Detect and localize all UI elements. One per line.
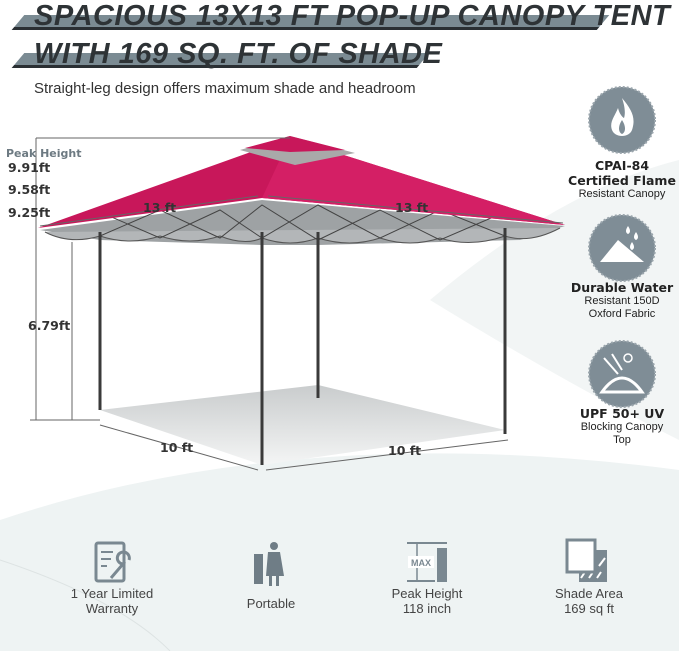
feature-label: 169 sq ft xyxy=(564,601,614,616)
feature-label: 1 Year Limited xyxy=(70,586,154,601)
feature-title: Durable Water xyxy=(570,280,674,295)
feature-label: Warranty xyxy=(85,601,139,616)
feature-subtitle: Top xyxy=(613,434,631,446)
feature-title: Certified Flame xyxy=(568,173,676,188)
feature-label: Peak Height xyxy=(391,586,463,601)
feature-title: CPAI-84 xyxy=(594,158,650,173)
feature-subtitle: Resistant Canopy xyxy=(578,188,666,200)
bottom-feature-shade-area: Shade Area 169 sq ft xyxy=(524,586,654,616)
canopy-tent-illustration xyxy=(30,136,565,471)
peak-height-label: Peak Height xyxy=(6,147,82,160)
headline-text: WITH 169 SQ. FT. OF SHADE xyxy=(34,38,443,70)
flame-icon xyxy=(588,86,656,154)
max-height-icon: MAX xyxy=(407,542,447,582)
water-drop-icon xyxy=(588,214,656,282)
feature-title: UPF 50+ UV xyxy=(579,406,665,421)
dim-peak: 9.91ft xyxy=(8,160,51,175)
feature-subtitle: Blocking Canopy xyxy=(580,421,664,433)
uv-shield-icon xyxy=(588,340,656,408)
feature-uv-blocking: UPF 50+ UV Blocking Canopy Top xyxy=(566,406,678,447)
bottom-feature-warranty: 1 Year Limited Warranty xyxy=(47,586,177,616)
portable-icon xyxy=(254,542,284,586)
feature-subtitle: Resistant 150D xyxy=(584,295,660,307)
dim-canopy-right: 13 ft xyxy=(395,200,429,215)
feature-label: Shade Area xyxy=(555,586,623,601)
warranty-icon xyxy=(94,541,131,583)
dim-base-right: 10 ft xyxy=(388,443,422,458)
headline-line-2: WITH 169 SQ. FT. OF SHADE xyxy=(11,38,443,70)
bottom-feature-peak-height: Peak Height 118 inch xyxy=(362,586,492,616)
feature-flame-resistant: CPAI-84 Certified Flame Resistant Canopy xyxy=(566,158,678,201)
feature-subtitle: Oxford Fabric xyxy=(588,308,656,320)
feature-water-resistant: Durable Water Resistant 150D Oxford Fabr… xyxy=(566,280,678,321)
dim-mid: 9.58ft xyxy=(8,182,51,197)
dim-low: 9.25ft xyxy=(8,205,51,220)
feature-label: 118 inch xyxy=(402,601,452,616)
headline-line-1: SPACIOUS 13X13 FT POP-UP CANOPY TENT xyxy=(11,0,671,32)
shade-area-icon xyxy=(565,538,607,582)
dim-base-left: 10 ft xyxy=(160,440,194,455)
bottom-feature-portable: Portable xyxy=(206,596,336,611)
feature-label: Portable xyxy=(246,596,296,611)
dim-leg: 6.79ft xyxy=(28,318,71,333)
headline-text: SPACIOUS 13X13 FT POP-UP CANOPY TENT xyxy=(34,0,671,32)
subtitle: Straight-leg design offers maximum shade… xyxy=(34,80,416,97)
dim-canopy-left: 13 ft xyxy=(143,200,177,215)
max-badge: MAX xyxy=(411,558,431,568)
